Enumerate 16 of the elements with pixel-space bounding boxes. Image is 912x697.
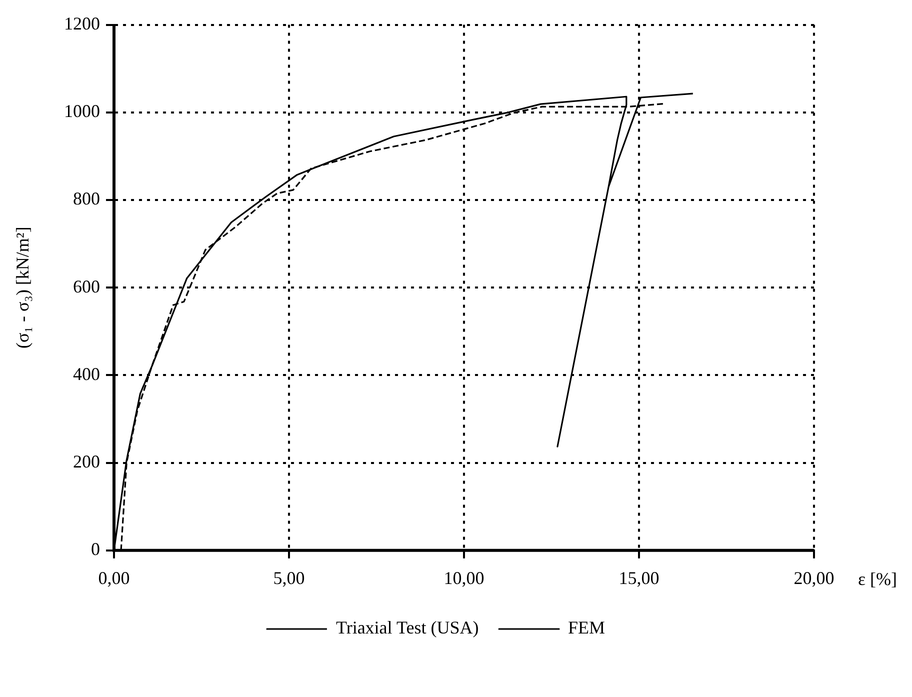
y-tick-label: 800 xyxy=(73,188,100,209)
y-axis-title: (σ₁ - σ₃) [kN/m²] xyxy=(12,226,33,349)
x-tick-label: 20,00 xyxy=(794,568,834,588)
y-tick-label: 0 xyxy=(91,539,100,560)
y-tick-label: 200 xyxy=(73,452,100,472)
y-tick-label: 600 xyxy=(73,276,100,296)
x-axis-title: ε [%] xyxy=(858,569,898,590)
x-tick-label: 0,00 xyxy=(98,568,130,588)
x-tick-label: 15,00 xyxy=(618,568,660,588)
legend-label: Triaxial Test (USA) xyxy=(336,618,479,638)
x-tick-label: 5,00 xyxy=(273,568,305,588)
y-tick-label: 1200 xyxy=(64,14,100,34)
x-tick-label: 10,00 xyxy=(444,568,484,588)
y-tick-label: 400 xyxy=(73,364,100,384)
y-tick-label: 1000 xyxy=(64,101,100,122)
legend-label: FEM xyxy=(568,618,606,638)
